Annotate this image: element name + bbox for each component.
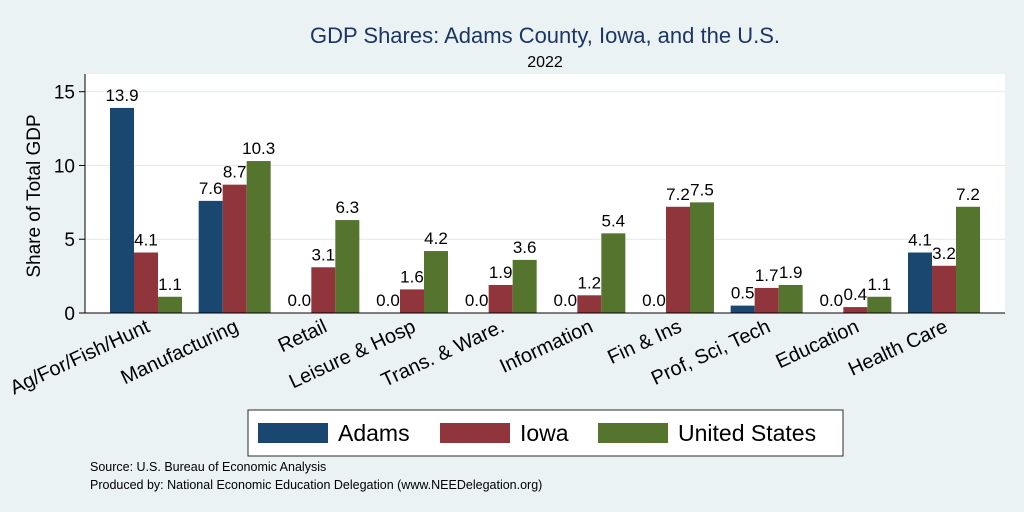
data-label-adams-ag-for-fish-hunt: 13.9 — [105, 86, 138, 105]
data-label-united-states-trans-ware: 3.6 — [513, 238, 537, 257]
data-label-united-states-health-care: 7.2 — [956, 185, 980, 204]
bar-adams-manufacturing — [198, 200, 223, 313]
chart-title: GDP Shares: Adams County, Iowa, and the … — [310, 23, 780, 48]
bar-iowa-ag-for-fish-hunt — [134, 252, 158, 313]
data-label-united-states-fin-ins: 7.5 — [690, 180, 714, 199]
bar-united-states-manufacturing — [246, 161, 271, 313]
bar-adams-health-care — [908, 252, 932, 313]
data-label-united-states-leisure-hosp: 4.2 — [424, 229, 448, 248]
produced-by-note: Produced by: National Economic Education… — [90, 478, 542, 492]
data-labels: 13.94.11.17.68.710.30.03.16.30.01.64.20.… — [105, 86, 979, 310]
legend-box — [247, 409, 844, 457]
legend-label-adams: Adams — [338, 420, 410, 446]
y-tick-label-0: 0 — [64, 304, 75, 325]
bar-iowa-manufacturing — [222, 184, 247, 313]
data-label-adams-fin-ins: 0.0 — [642, 291, 666, 310]
bar-iowa-education — [843, 307, 868, 313]
data-label-adams-retail: 0.0 — [288, 291, 312, 310]
bar-adams-ag-for-fish-hunt — [110, 107, 134, 313]
bar-iowa-prof-sci-tech — [754, 287, 779, 313]
y-tick-label-15: 15 — [54, 83, 75, 104]
data-label-adams-health-care: 4.1 — [908, 231, 932, 250]
bar-iowa-fin-ins — [666, 206, 690, 313]
bar-iowa-trans-ware — [488, 284, 513, 313]
data-label-iowa-education: 0.4 — [844, 285, 868, 304]
bar-adams-prof-sci-tech — [730, 305, 755, 313]
bar-united-states-trans-ware — [512, 259, 537, 313]
legend-swatch-iowa — [440, 423, 510, 443]
bar-united-states-education — [867, 296, 892, 313]
data-label-united-states-education: 1.1 — [868, 275, 892, 294]
legend: Adams Iowa United States — [247, 409, 844, 457]
bar-iowa-information — [577, 295, 602, 313]
data-label-adams-education: 0.0 — [820, 291, 844, 310]
y-axis-ticks: 0 5 10 15 — [54, 83, 85, 325]
data-label-adams-prof-sci-tech: 0.5 — [731, 284, 755, 303]
legend-swatch-adams — [258, 423, 328, 443]
bar-united-states-health-care — [956, 206, 980, 313]
legend-label-iowa: Iowa — [520, 420, 569, 446]
data-label-united-states-ag-for-fish-hunt: 1.1 — [158, 275, 182, 294]
y-axis-title: Share of Total GDP — [24, 114, 45, 277]
bar-united-states-leisure-hosp — [424, 251, 448, 313]
data-label-iowa-health-care: 3.2 — [932, 244, 956, 263]
bar-united-states-retail — [335, 220, 360, 313]
data-label-united-states-retail: 6.3 — [336, 198, 360, 217]
source-note: Source: U.S. Bureau of Economic Analysis — [90, 460, 326, 474]
data-label-iowa-ag-for-fish-hunt: 4.1 — [134, 231, 158, 250]
data-label-iowa-prof-sci-tech: 1.7 — [755, 266, 779, 285]
data-label-adams-manufacturing: 7.6 — [199, 179, 223, 198]
bar-united-states-information — [601, 233, 626, 313]
bar-iowa-health-care — [932, 265, 956, 313]
data-label-iowa-information: 1.2 — [578, 273, 602, 292]
data-label-united-states-prof-sci-tech: 1.9 — [779, 263, 803, 282]
bars — [110, 107, 980, 313]
data-label-united-states-information: 5.4 — [602, 211, 626, 230]
data-label-iowa-retail: 3.1 — [312, 245, 336, 264]
bar-united-states-fin-ins — [690, 202, 714, 313]
data-label-united-states-manufacturing: 10.3 — [242, 139, 275, 158]
bar-united-states-prof-sci-tech — [778, 284, 803, 313]
data-label-iowa-manufacturing: 8.7 — [223, 163, 247, 182]
bar-iowa-leisure-hosp — [400, 289, 424, 313]
y-tick-label-5: 5 — [64, 230, 75, 251]
data-label-adams-trans-ware: 0.0 — [465, 291, 489, 310]
y-tick-label-10: 10 — [54, 156, 75, 177]
bar-united-states-ag-for-fish-hunt — [158, 296, 182, 313]
data-label-iowa-leisure-hosp: 1.6 — [400, 267, 424, 286]
chart-subtitle: 2022 — [527, 54, 563, 71]
legend-label-united-states: United States — [678, 420, 816, 446]
legend-swatch-united-states — [598, 423, 668, 443]
data-label-iowa-trans-ware: 1.9 — [489, 263, 513, 282]
data-label-adams-information: 0.0 — [554, 291, 578, 310]
data-label-iowa-fin-ins: 7.2 — [666, 185, 690, 204]
bar-iowa-retail — [311, 267, 336, 313]
data-label-adams-leisure-hosp: 0.0 — [376, 291, 400, 310]
